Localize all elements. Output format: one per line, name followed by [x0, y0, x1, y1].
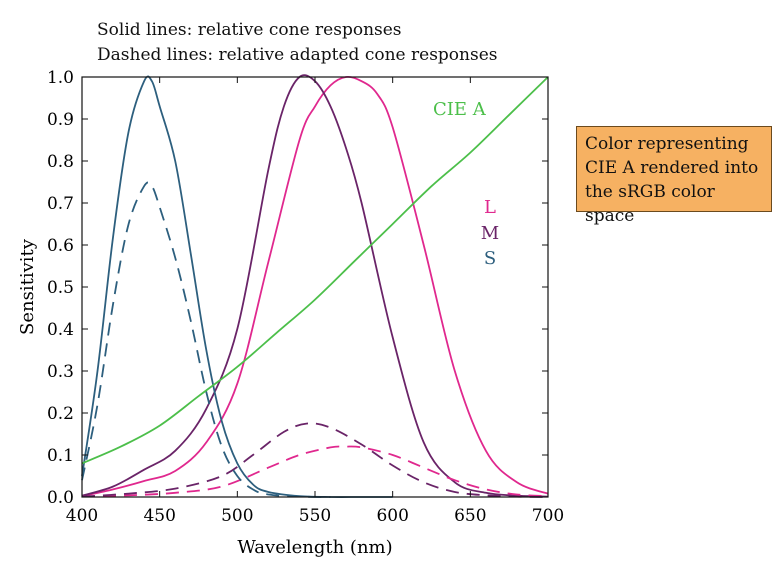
cie-a-color-swatch: Color representing CIE A rendered into t…: [576, 126, 772, 226]
y-tick-label: 0.5: [47, 278, 74, 298]
series-line-cie-a-solid: [81, 76, 549, 465]
y-tick-label: 0.2: [47, 404, 74, 424]
x-tick-label: 400: [66, 506, 98, 526]
x-tick-label: 500: [221, 506, 253, 526]
cie-a-annotation: CIE A: [433, 99, 487, 120]
y-tick-label: 1.0: [47, 68, 74, 88]
x-tick-label: 550: [299, 506, 331, 526]
y-tick-label: 0.4: [47, 320, 74, 340]
x-tick-label: 700: [532, 506, 564, 526]
series-line-s-solid: [81, 75, 393, 498]
y-tick-label: 0.9: [47, 110, 74, 130]
legend-entry-m: M: [481, 223, 499, 244]
y-tick-label: 0.3: [47, 362, 74, 382]
y-tick-label: 0.6: [47, 236, 74, 256]
series-line-s-dashed: [81, 181, 331, 498]
y-tick-label: 0.1: [47, 446, 74, 466]
series-line-l-dashed: [81, 445, 549, 498]
y-tick-label: 0.0: [47, 488, 74, 508]
x-axis-label: Wavelength (nm): [237, 537, 392, 558]
series-line-l-solid: [81, 75, 549, 498]
legend-entry-s: S: [484, 248, 496, 269]
y-tick-label: 0.8: [47, 152, 74, 172]
chart-caption-dashed: Dashed lines: relative adapted cone resp…: [97, 45, 498, 65]
legend-entry-l: L: [484, 197, 496, 218]
x-tick-label: 650: [454, 506, 486, 526]
chart-caption-solid: Solid lines: relative cone responses: [97, 20, 402, 40]
y-axis-label: Sensitivity: [17, 238, 38, 335]
x-tick-label: 450: [143, 506, 175, 526]
y-tick-label: 0.7: [47, 194, 74, 214]
x-tick-label: 600: [376, 506, 408, 526]
series-line-m-dashed: [81, 422, 549, 498]
